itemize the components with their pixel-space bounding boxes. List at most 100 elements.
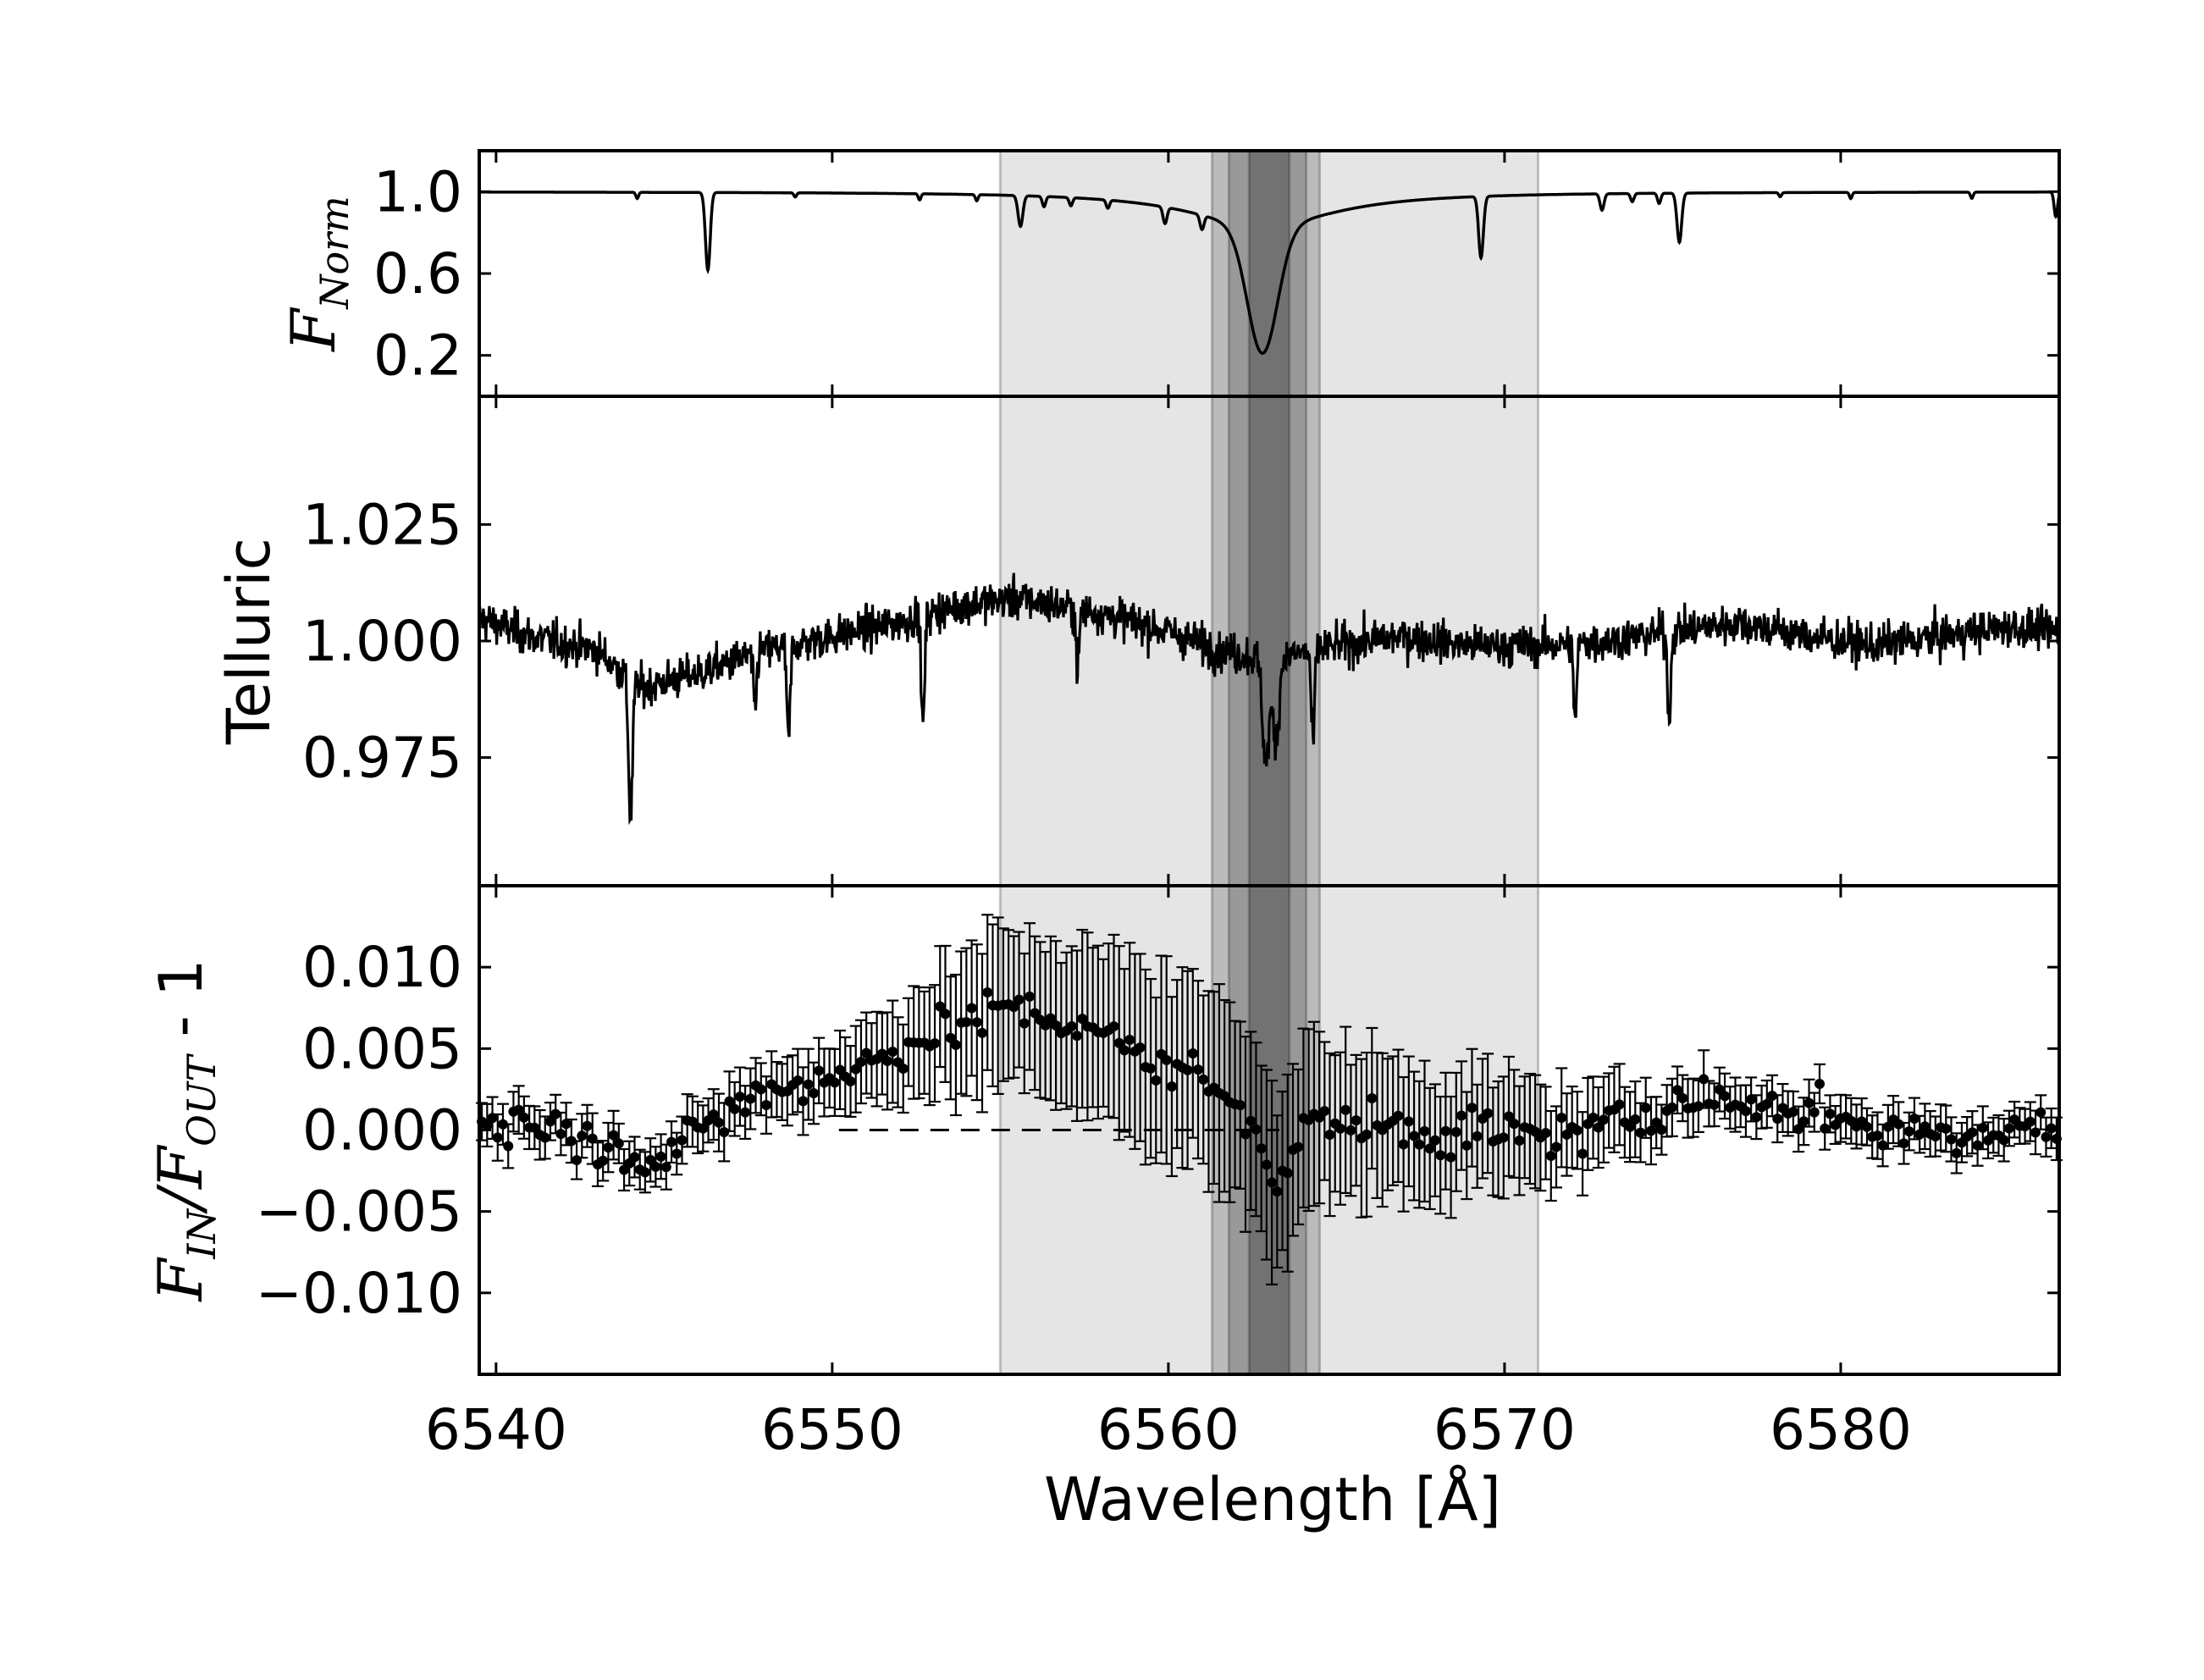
panel-telluric: 1.025 1.000 0.975 xyxy=(302,396,2060,886)
data-point xyxy=(760,1075,772,1135)
data-point xyxy=(1592,1086,1605,1169)
data-point xyxy=(1039,951,1052,1100)
data-marker xyxy=(1235,1100,1246,1111)
data-point xyxy=(1050,940,1063,1111)
data-marker xyxy=(1640,1102,1651,1114)
data-marker xyxy=(555,1129,566,1140)
data-marker xyxy=(1720,1091,1731,1102)
data-marker xyxy=(1740,1106,1751,1117)
data-marker xyxy=(666,1136,677,1147)
data-point xyxy=(1739,1084,1752,1138)
data-point xyxy=(512,1085,525,1136)
data-marker xyxy=(803,1079,814,1090)
data-point xyxy=(660,1143,672,1191)
data-marker xyxy=(1472,1130,1483,1141)
data-marker xyxy=(603,1142,614,1153)
data-point xyxy=(1745,1076,1758,1123)
data-point xyxy=(555,1111,567,1157)
data-point xyxy=(1639,1076,1652,1139)
data-marker xyxy=(2046,1123,2057,1134)
data-marker xyxy=(1977,1122,1988,1133)
data-point xyxy=(517,1095,530,1140)
data-marker xyxy=(1561,1129,1572,1140)
ytick-label-norm-0: 1.0 xyxy=(373,159,462,224)
data-marker xyxy=(1903,1126,1914,1137)
data-marker xyxy=(1193,1064,1204,1075)
data-marker xyxy=(793,1075,804,1086)
data-point xyxy=(649,1146,662,1188)
data-marker xyxy=(1182,1064,1193,1075)
data-marker xyxy=(1872,1130,1883,1141)
data-marker xyxy=(1941,1123,1952,1134)
data-marker xyxy=(755,1084,766,1095)
data-marker xyxy=(1282,1168,1293,1179)
data-point xyxy=(1708,1082,1721,1128)
data-point xyxy=(1897,1121,1910,1165)
data-point xyxy=(1560,1092,1573,1177)
data-marker xyxy=(577,1130,588,1141)
data-point xyxy=(628,1136,641,1179)
data-point xyxy=(797,1066,809,1136)
data-marker xyxy=(940,1009,951,1020)
data-marker xyxy=(1693,1101,1704,1112)
data-point xyxy=(539,1115,551,1160)
data-point xyxy=(1523,1072,1536,1185)
data-marker xyxy=(1666,1102,1677,1113)
data-marker xyxy=(1456,1110,1467,1121)
data-marker xyxy=(1019,1018,1030,1029)
data-point xyxy=(1408,1070,1421,1202)
data-point xyxy=(1034,941,1047,1099)
data-marker xyxy=(1414,1139,1425,1150)
data-point xyxy=(2002,1109,2015,1147)
data-marker xyxy=(1514,1136,1525,1147)
y-axis-label-ratio: FIN/FOUT - 1 xyxy=(145,959,224,1302)
data-point xyxy=(754,1062,767,1117)
data-point xyxy=(1813,1063,1826,1105)
data-point xyxy=(1276,1090,1289,1252)
data-marker xyxy=(729,1103,740,1114)
xtick-label-1: 6550 xyxy=(761,1397,903,1462)
data-marker xyxy=(1630,1114,1641,1125)
data-point xyxy=(1113,945,1125,1141)
data-point xyxy=(1892,1101,1905,1147)
data-marker xyxy=(930,1038,941,1049)
data-marker xyxy=(2003,1123,2014,1134)
data-point xyxy=(976,953,989,1114)
data-marker xyxy=(1861,1121,1872,1132)
data-point xyxy=(581,1103,594,1148)
data-marker xyxy=(1930,1131,1941,1142)
data-marker xyxy=(1187,1047,1198,1058)
data-marker xyxy=(1509,1119,1520,1130)
data-point xyxy=(1597,1075,1610,1163)
data-marker xyxy=(1761,1098,1772,1109)
data-marker xyxy=(882,1055,893,1066)
data-point xyxy=(807,1061,820,1125)
data-point xyxy=(1692,1079,1704,1134)
data-point xyxy=(1724,1086,1737,1130)
data-marker xyxy=(708,1109,719,1120)
data-marker xyxy=(1972,1140,1983,1151)
panel-frames xyxy=(478,149,2061,1376)
data-marker xyxy=(1440,1125,1451,1136)
data-marker xyxy=(1267,1177,1278,1188)
data-marker xyxy=(1161,1054,1172,1065)
data-point xyxy=(1245,1031,1257,1212)
data-point xyxy=(1487,1086,1500,1196)
data-point xyxy=(1808,1091,1820,1133)
data-point xyxy=(1418,1059,1431,1203)
data-marker xyxy=(950,1040,961,1051)
data-point xyxy=(1577,1111,1589,1196)
data-point xyxy=(1381,1058,1394,1191)
data-marker xyxy=(1898,1138,1909,1149)
data-marker xyxy=(1946,1134,1957,1145)
data-point xyxy=(1439,1071,1452,1191)
data-marker xyxy=(698,1123,709,1134)
data-marker xyxy=(529,1122,540,1133)
ytick-label-telluric-1: 1.000 xyxy=(302,609,462,674)
ytick-label-ratio-3: −0.005 xyxy=(256,1180,462,1245)
data-marker xyxy=(1814,1078,1825,1089)
data-point xyxy=(686,1095,699,1148)
data-point xyxy=(623,1140,636,1187)
data-marker xyxy=(2041,1131,2052,1142)
data-marker xyxy=(1334,1123,1345,1134)
